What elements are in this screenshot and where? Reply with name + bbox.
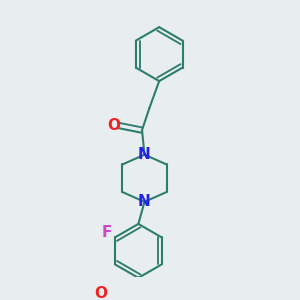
- Text: O: O: [107, 118, 120, 133]
- Text: N: N: [138, 194, 151, 209]
- Text: N: N: [138, 147, 151, 162]
- Text: O: O: [94, 286, 107, 300]
- Text: F: F: [101, 225, 112, 240]
